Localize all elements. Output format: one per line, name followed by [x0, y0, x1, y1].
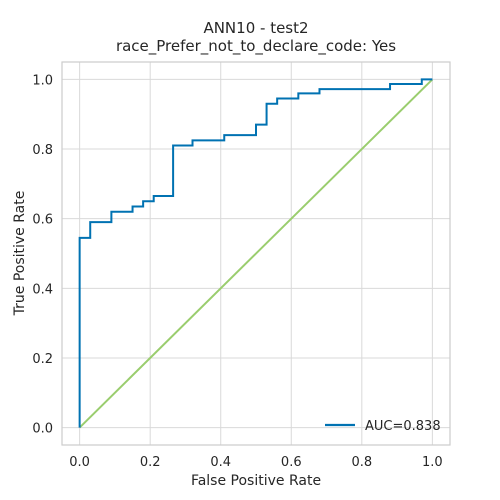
y-axis-label: True Positive Rate: [12, 191, 28, 317]
y-tick-label: 1.0: [32, 73, 53, 88]
y-tick-label: 0.6: [32, 213, 53, 228]
x-tick-labels: 0.0 0.2 0.4 0.6 0.8 1.0: [69, 455, 442, 470]
x-tick-label: 0.0: [69, 455, 90, 470]
roc-curve-line: [78, 78, 433, 428]
legend-label: AUC=0.838: [365, 419, 441, 434]
y-tick-label: 0.8: [32, 143, 53, 158]
diagonal-reference-line: [78, 78, 434, 429]
x-tick-label: 1.0: [422, 455, 443, 470]
y-tick-label: 0.2: [32, 352, 53, 367]
y-tick-labels: 0.0 0.2 0.4 0.6 0.8 1.0: [32, 73, 53, 436]
x-axis-label: False Positive Rate: [191, 473, 321, 489]
legend: AUC=0.838: [325, 419, 441, 434]
x-tick-label: 0.8: [351, 455, 372, 470]
y-tick-label: 0.0: [32, 422, 53, 437]
x-tick-label: 0.4: [210, 455, 231, 470]
x-tick-label: 0.2: [140, 455, 161, 470]
chart-subtitle: race_Prefer_not_to_declare_code: Yes: [116, 37, 396, 56]
series-lines: [78, 78, 434, 429]
grid-lines: [62, 62, 450, 445]
chart-title: ANN10 - test2: [203, 19, 308, 37]
y-tick-label: 0.4: [32, 282, 53, 297]
x-tick-label: 0.6: [281, 455, 302, 470]
plot-frame: [61, 61, 451, 446]
